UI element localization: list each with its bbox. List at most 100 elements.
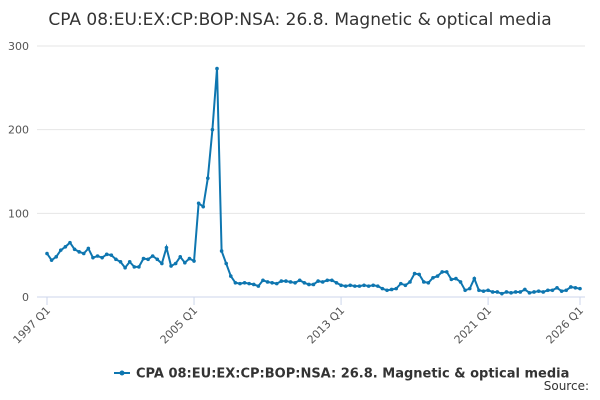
data-point xyxy=(334,280,339,285)
data-point xyxy=(233,280,238,285)
data-point xyxy=(72,247,77,252)
data-point xyxy=(578,286,582,291)
data-point xyxy=(178,255,183,259)
data-point xyxy=(81,251,86,256)
data-point xyxy=(118,260,123,264)
data-point xyxy=(201,204,206,209)
data-point xyxy=(518,290,523,294)
series-line xyxy=(46,68,581,295)
data-point xyxy=(366,284,371,288)
data-point xyxy=(219,249,224,253)
data-point xyxy=(357,284,362,288)
data-point xyxy=(86,246,91,251)
data-point xyxy=(206,176,210,180)
data-point xyxy=(536,289,541,293)
data-point xyxy=(274,281,279,286)
data-point xyxy=(316,279,320,283)
data-point xyxy=(196,201,201,206)
data-point xyxy=(95,254,100,258)
data-point xyxy=(343,284,348,288)
data-point xyxy=(477,288,481,293)
y-tick-label: 300 xyxy=(8,40,29,53)
data-point xyxy=(444,270,449,274)
data-point xyxy=(192,259,196,263)
data-point xyxy=(45,251,49,256)
data-point xyxy=(495,290,500,294)
data-point xyxy=(371,283,376,288)
data-point xyxy=(555,285,559,290)
data-point xyxy=(431,275,435,280)
data-point xyxy=(532,290,536,294)
data-point xyxy=(146,257,150,262)
data-point xyxy=(435,274,440,278)
data-point xyxy=(380,286,385,291)
data-point xyxy=(100,255,104,260)
data-point xyxy=(49,258,54,262)
x-tick-label: 2026 Q1 xyxy=(544,304,587,347)
data-point xyxy=(247,281,251,286)
data-point xyxy=(173,261,178,266)
chart-title: CPA 08:EU:EX:CP:BOP:NSA: 26.8. Magnetic … xyxy=(48,10,551,30)
data-point xyxy=(284,279,288,283)
data-point xyxy=(215,66,219,71)
data-point xyxy=(288,280,293,284)
data-point xyxy=(385,288,389,293)
data-point xyxy=(183,260,187,265)
data-point xyxy=(114,257,118,262)
data-point xyxy=(513,290,518,294)
y-tick-label: 100 xyxy=(8,207,29,220)
data-point xyxy=(311,282,316,287)
data-point xyxy=(449,277,454,282)
data-point xyxy=(559,289,564,293)
data-point xyxy=(325,278,330,283)
data-point xyxy=(270,280,274,285)
data-point xyxy=(164,245,169,250)
data-point xyxy=(297,278,302,283)
data-point xyxy=(123,265,127,270)
data-point xyxy=(564,288,569,293)
data-point xyxy=(242,280,247,285)
data-point xyxy=(481,289,486,293)
x-tick-label: 1997 Q1 xyxy=(11,304,54,347)
x-tick-label: 2021 Q1 xyxy=(452,304,495,347)
data-point xyxy=(472,276,477,281)
data-point xyxy=(77,250,81,254)
y-tick-label: 200 xyxy=(8,124,29,137)
data-point xyxy=(238,281,242,286)
data-point xyxy=(500,291,504,296)
data-point xyxy=(132,265,137,269)
data-point xyxy=(408,280,412,284)
data-point xyxy=(210,127,215,132)
data-point xyxy=(412,271,417,276)
data-point xyxy=(458,280,463,284)
data-point xyxy=(293,280,297,285)
data-point xyxy=(376,284,380,288)
data-point xyxy=(426,280,431,285)
data-point xyxy=(394,286,399,291)
data-point xyxy=(251,282,256,287)
data-point xyxy=(155,257,160,262)
data-point xyxy=(339,283,343,288)
data-point xyxy=(348,283,353,288)
data-point xyxy=(187,256,192,261)
data-point xyxy=(63,245,68,249)
data-point xyxy=(527,291,532,295)
data-point xyxy=(58,248,63,252)
data-point xyxy=(160,261,164,266)
data-point xyxy=(399,281,403,286)
data-point xyxy=(265,280,270,284)
data-point xyxy=(307,282,311,287)
data-point xyxy=(353,284,357,288)
data-point xyxy=(256,284,261,288)
data-point xyxy=(440,270,444,274)
legend-label: CPA 08:EU:EX:CP:BOP:NSA: 26.8. Magnetic … xyxy=(136,367,569,382)
data-point xyxy=(467,286,472,291)
data-point xyxy=(68,240,72,245)
data-point xyxy=(523,287,527,292)
data-point xyxy=(141,256,146,261)
y-tick-label: 0 xyxy=(22,291,29,304)
data-point xyxy=(362,283,366,288)
x-tick-label: 2013 Q1 xyxy=(305,304,348,347)
data-point xyxy=(486,288,490,293)
